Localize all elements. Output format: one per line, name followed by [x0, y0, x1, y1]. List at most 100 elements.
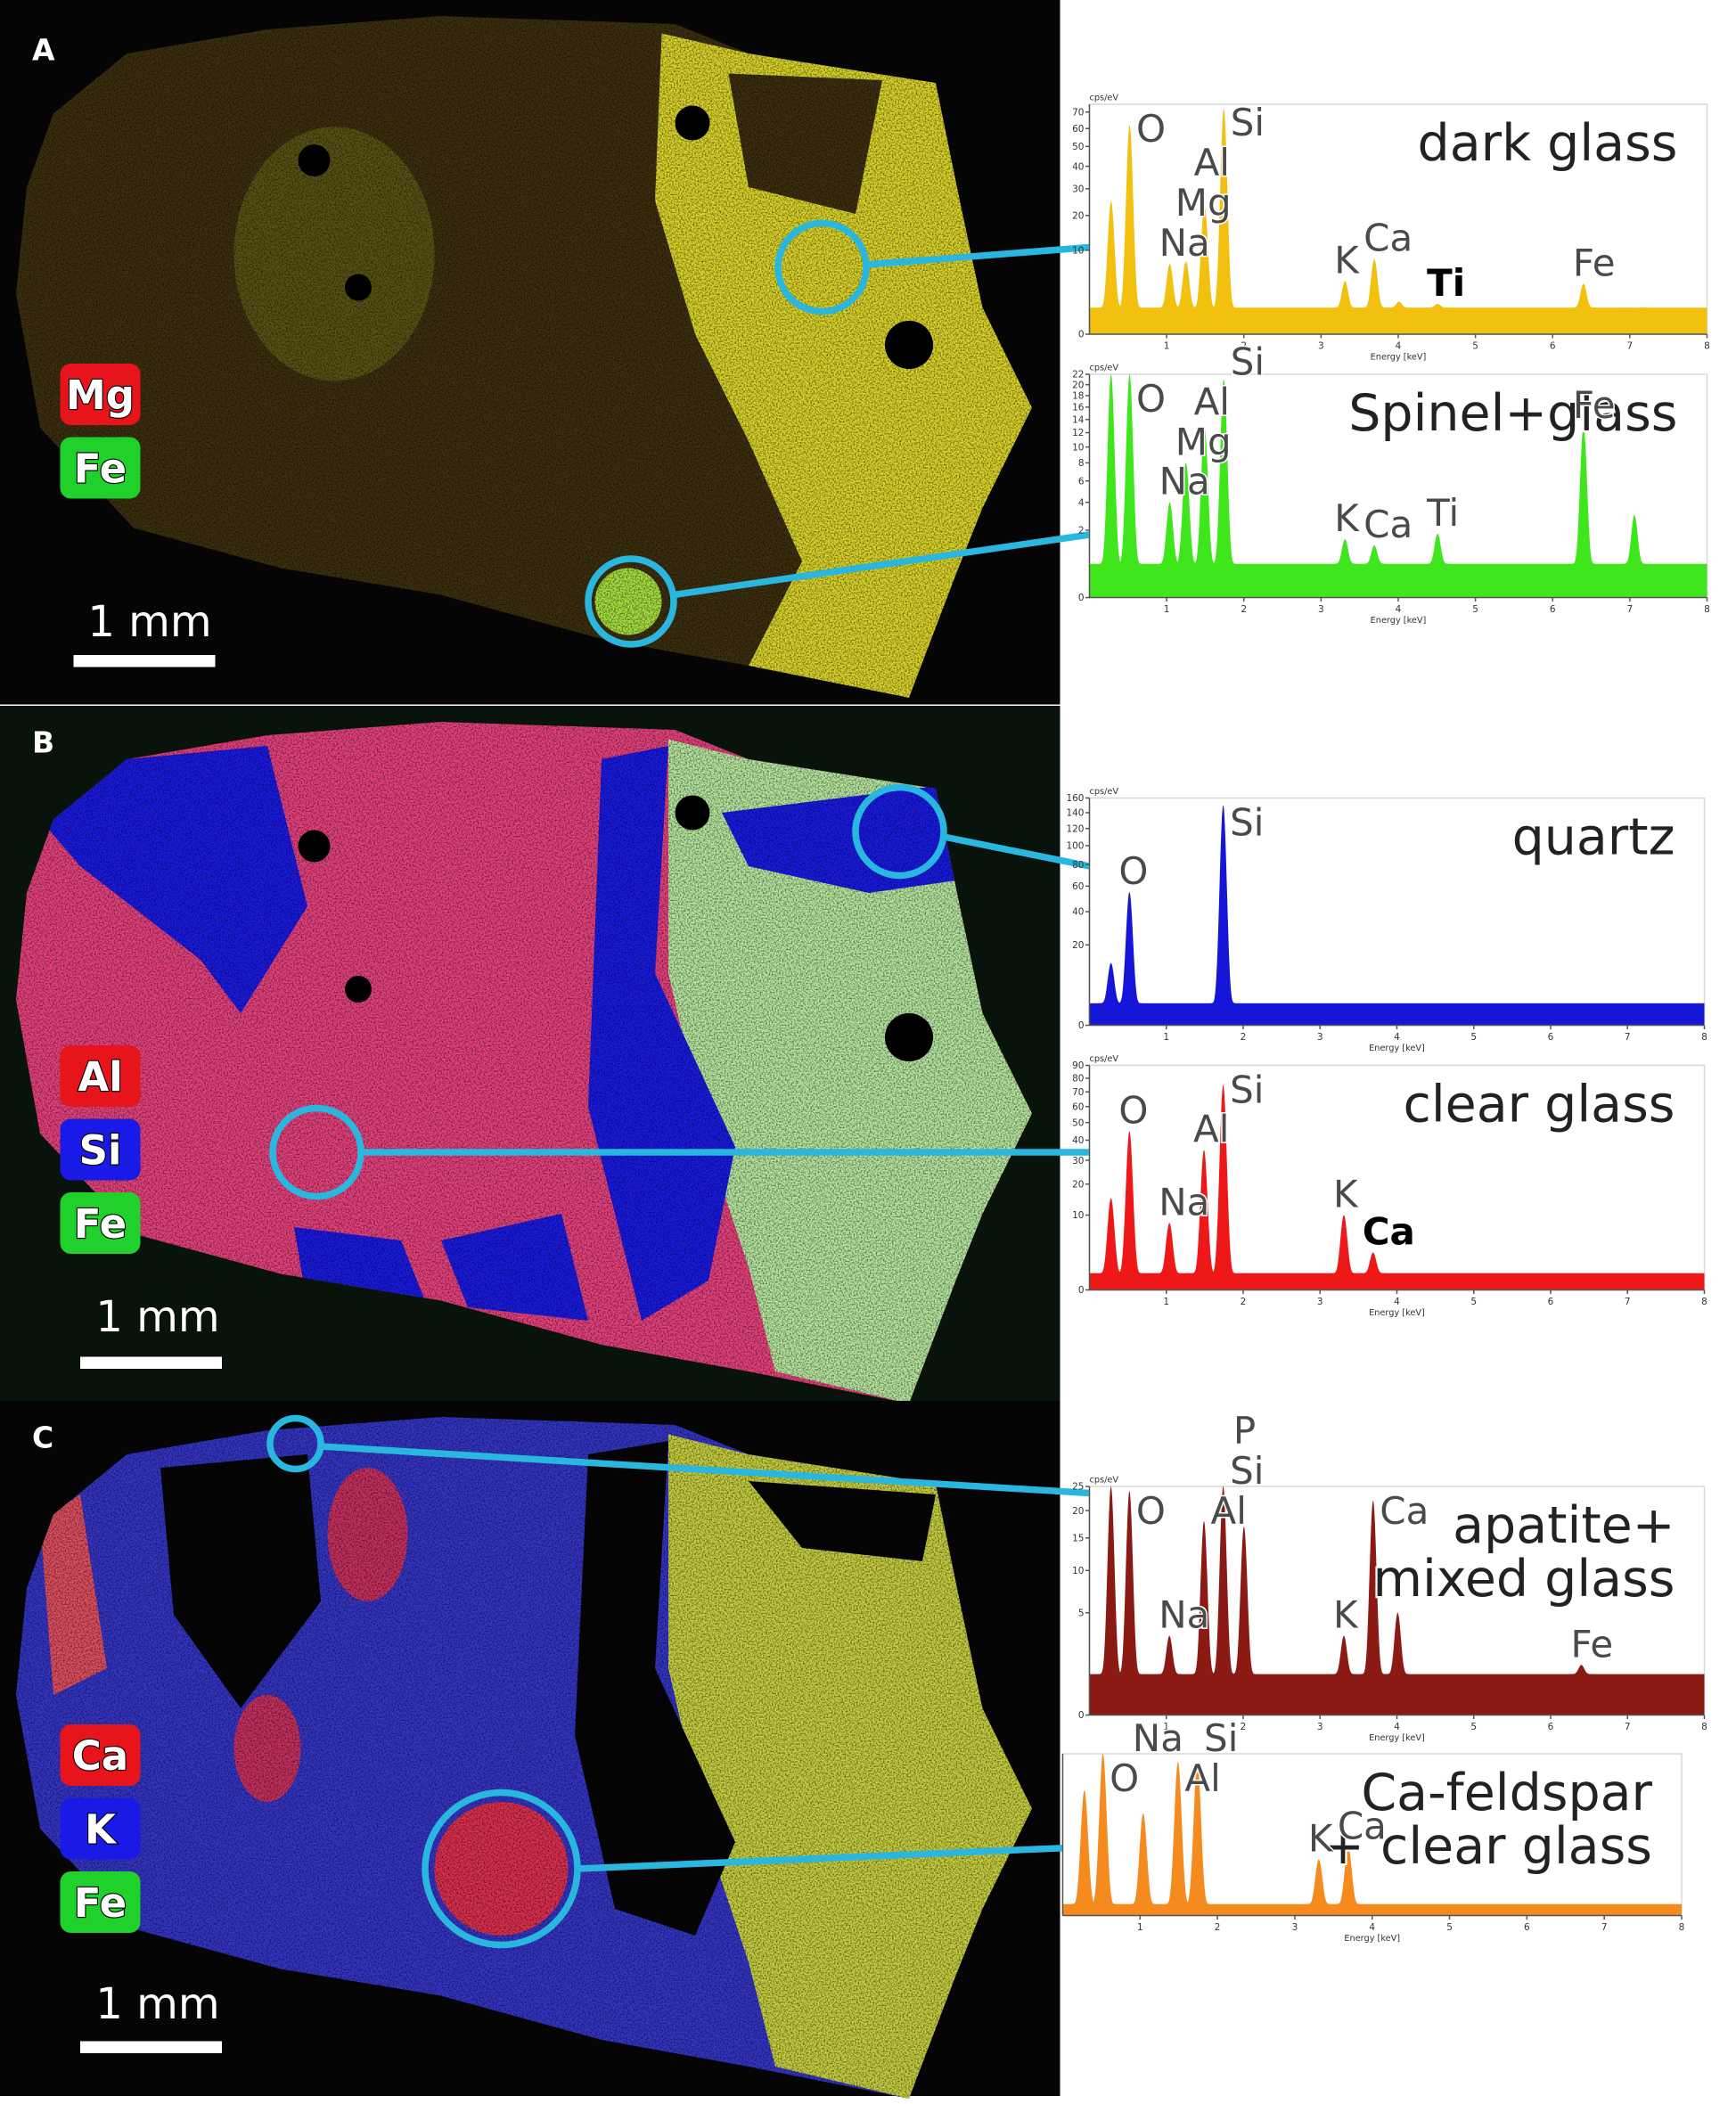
- peak: [1571, 425, 1596, 598]
- peak: [1191, 1520, 1216, 1715]
- peak: [1117, 891, 1142, 1026]
- legend-label: Mg: [66, 372, 135, 419]
- x-tick-label: 7: [1601, 1922, 1608, 1933]
- spectrum-title: mixed glass: [1373, 1550, 1675, 1609]
- peak: [1425, 533, 1451, 598]
- y-tick-label: 50: [1072, 1117, 1084, 1128]
- x-axis-label: Energy [keV]: [1369, 1044, 1425, 1053]
- y-tick-label: 40: [1072, 907, 1084, 918]
- y-axis-label: cps/eV: [1089, 364, 1118, 373]
- x-tick-label: 6: [1550, 341, 1556, 352]
- x-tick-label: 2: [1241, 1297, 1247, 1307]
- y-tick-label: 100: [1066, 841, 1084, 852]
- peak: [1622, 514, 1647, 598]
- peak-label: Fe: [1573, 383, 1616, 427]
- peak-label: K: [1333, 1172, 1359, 1216]
- spectrum-title: dark glass: [1418, 114, 1678, 173]
- peak: [1360, 1252, 1386, 1290]
- y-tick-label: 0: [1078, 1020, 1085, 1031]
- y-tick-label: 140: [1066, 808, 1084, 819]
- y-tick-label: 2: [1078, 526, 1085, 536]
- peak: [1098, 374, 1124, 598]
- legend-swatch: [60, 1045, 141, 1107]
- peak-label: K: [1334, 496, 1360, 540]
- peak: [1098, 1486, 1124, 1715]
- x-tick-label: 6: [1550, 604, 1556, 615]
- x-tick-label: 2: [1241, 341, 1247, 352]
- peak-label: Al: [1194, 380, 1230, 423]
- peak-label: Ti: [1427, 261, 1465, 305]
- x-axis-label: Energy [keV]: [1371, 616, 1427, 626]
- x-tick-label: 7: [1627, 341, 1634, 352]
- peak: [1117, 1491, 1142, 1715]
- peak: [1331, 1635, 1356, 1715]
- x-tick-label: 5: [1470, 1032, 1477, 1043]
- peak: [1157, 1223, 1182, 1290]
- y-tick-label: 12: [1072, 428, 1084, 438]
- continuum: [1089, 1003, 1705, 1026]
- y-tick-label: 0: [1078, 1710, 1085, 1721]
- plot-frame: [1088, 797, 1706, 1027]
- y-tick-label: 80: [1072, 1074, 1084, 1085]
- peak: [1117, 125, 1142, 335]
- plot-frame: [1088, 1064, 1706, 1291]
- peak: [1211, 379, 1237, 598]
- y-tick-label: 10: [1072, 442, 1084, 453]
- y-tick-label: 6: [1078, 476, 1085, 487]
- peak: [1425, 304, 1451, 335]
- x-tick-label: 8: [1704, 341, 1710, 352]
- x-tick-label: 7: [1627, 604, 1634, 615]
- peak: [1165, 1762, 1191, 1916]
- y-axis-label: cps/eV: [1089, 1475, 1118, 1485]
- legend-swatch: [60, 437, 141, 499]
- peak-label: Si: [1230, 1068, 1264, 1111]
- x-tick-label: 4: [1369, 1922, 1375, 1933]
- y-tick-label: 90: [1072, 1060, 1084, 1071]
- y-axis-label: cps/eV: [1089, 1054, 1118, 1064]
- x-tick-label: 7: [1625, 1722, 1631, 1732]
- x-tick-label: 4: [1394, 1297, 1400, 1307]
- spectrum-title: apatite+: [1453, 1496, 1675, 1555]
- x-tick-label: 2: [1241, 1032, 1247, 1043]
- y-tick-label: 120: [1066, 823, 1084, 834]
- panel-label: B: [32, 725, 54, 760]
- peak-label: O: [1110, 1756, 1139, 1800]
- y-tick-label: 60: [1072, 124, 1084, 135]
- peak-label: Ca: [1363, 503, 1413, 546]
- peak: [1191, 1150, 1216, 1290]
- y-tick-label: 60: [1072, 881, 1084, 892]
- peak-label: Na: [1159, 221, 1210, 265]
- y-tick-label: 20: [1072, 211, 1084, 222]
- peak: [1098, 1198, 1124, 1290]
- peak: [1098, 201, 1124, 335]
- peak: [1157, 1635, 1182, 1715]
- peak-label: Al: [1193, 1107, 1229, 1150]
- scale-bar: [79, 1356, 222, 1369]
- peak: [1568, 1665, 1594, 1715]
- legend-swatch: [60, 1871, 141, 1933]
- x-tick-label: 2: [1241, 604, 1247, 615]
- legend-label: Si: [79, 1126, 122, 1174]
- peak-label: Si: [1204, 1716, 1238, 1760]
- peak: [1117, 1131, 1142, 1290]
- y-tick-label: 60: [1072, 1101, 1084, 1112]
- peak-label: Ca: [1380, 1489, 1429, 1533]
- y-tick-label: 18: [1072, 391, 1084, 402]
- y-axis-label: cps/eV: [1089, 94, 1118, 103]
- spectrum-title: clear glass: [1404, 1075, 1675, 1134]
- legend-swatch: [60, 1797, 141, 1860]
- map-c: [0, 1400, 1060, 2099]
- continuum: [1062, 1903, 1682, 1916]
- y-tick-label: 25: [1072, 1482, 1084, 1493]
- y-tick-label: 40: [1072, 1135, 1084, 1146]
- y-tick-label: 20: [1072, 1506, 1084, 1517]
- scale-bar: [73, 655, 216, 667]
- spectrum-title: + clear glass: [1322, 1817, 1652, 1876]
- y-tick-label: 10: [1072, 1210, 1084, 1221]
- peak: [1622, 307, 1647, 335]
- y-tick-label: 4: [1078, 497, 1085, 508]
- x-tick-label: 5: [1470, 1722, 1477, 1732]
- y-tick-label: 0: [1078, 330, 1085, 340]
- peak: [1332, 539, 1358, 598]
